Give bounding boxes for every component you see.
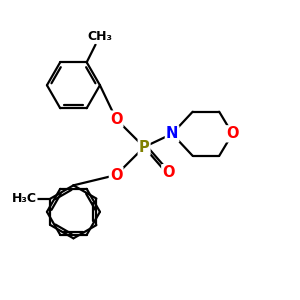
Text: O: O xyxy=(162,165,175,180)
Text: N: N xyxy=(166,126,178,141)
Text: H₃C: H₃C xyxy=(11,192,37,205)
Text: P: P xyxy=(139,140,149,154)
Text: CH₃: CH₃ xyxy=(87,30,112,43)
Text: O: O xyxy=(110,167,122,182)
Text: O: O xyxy=(110,112,122,127)
Text: O: O xyxy=(226,126,239,141)
